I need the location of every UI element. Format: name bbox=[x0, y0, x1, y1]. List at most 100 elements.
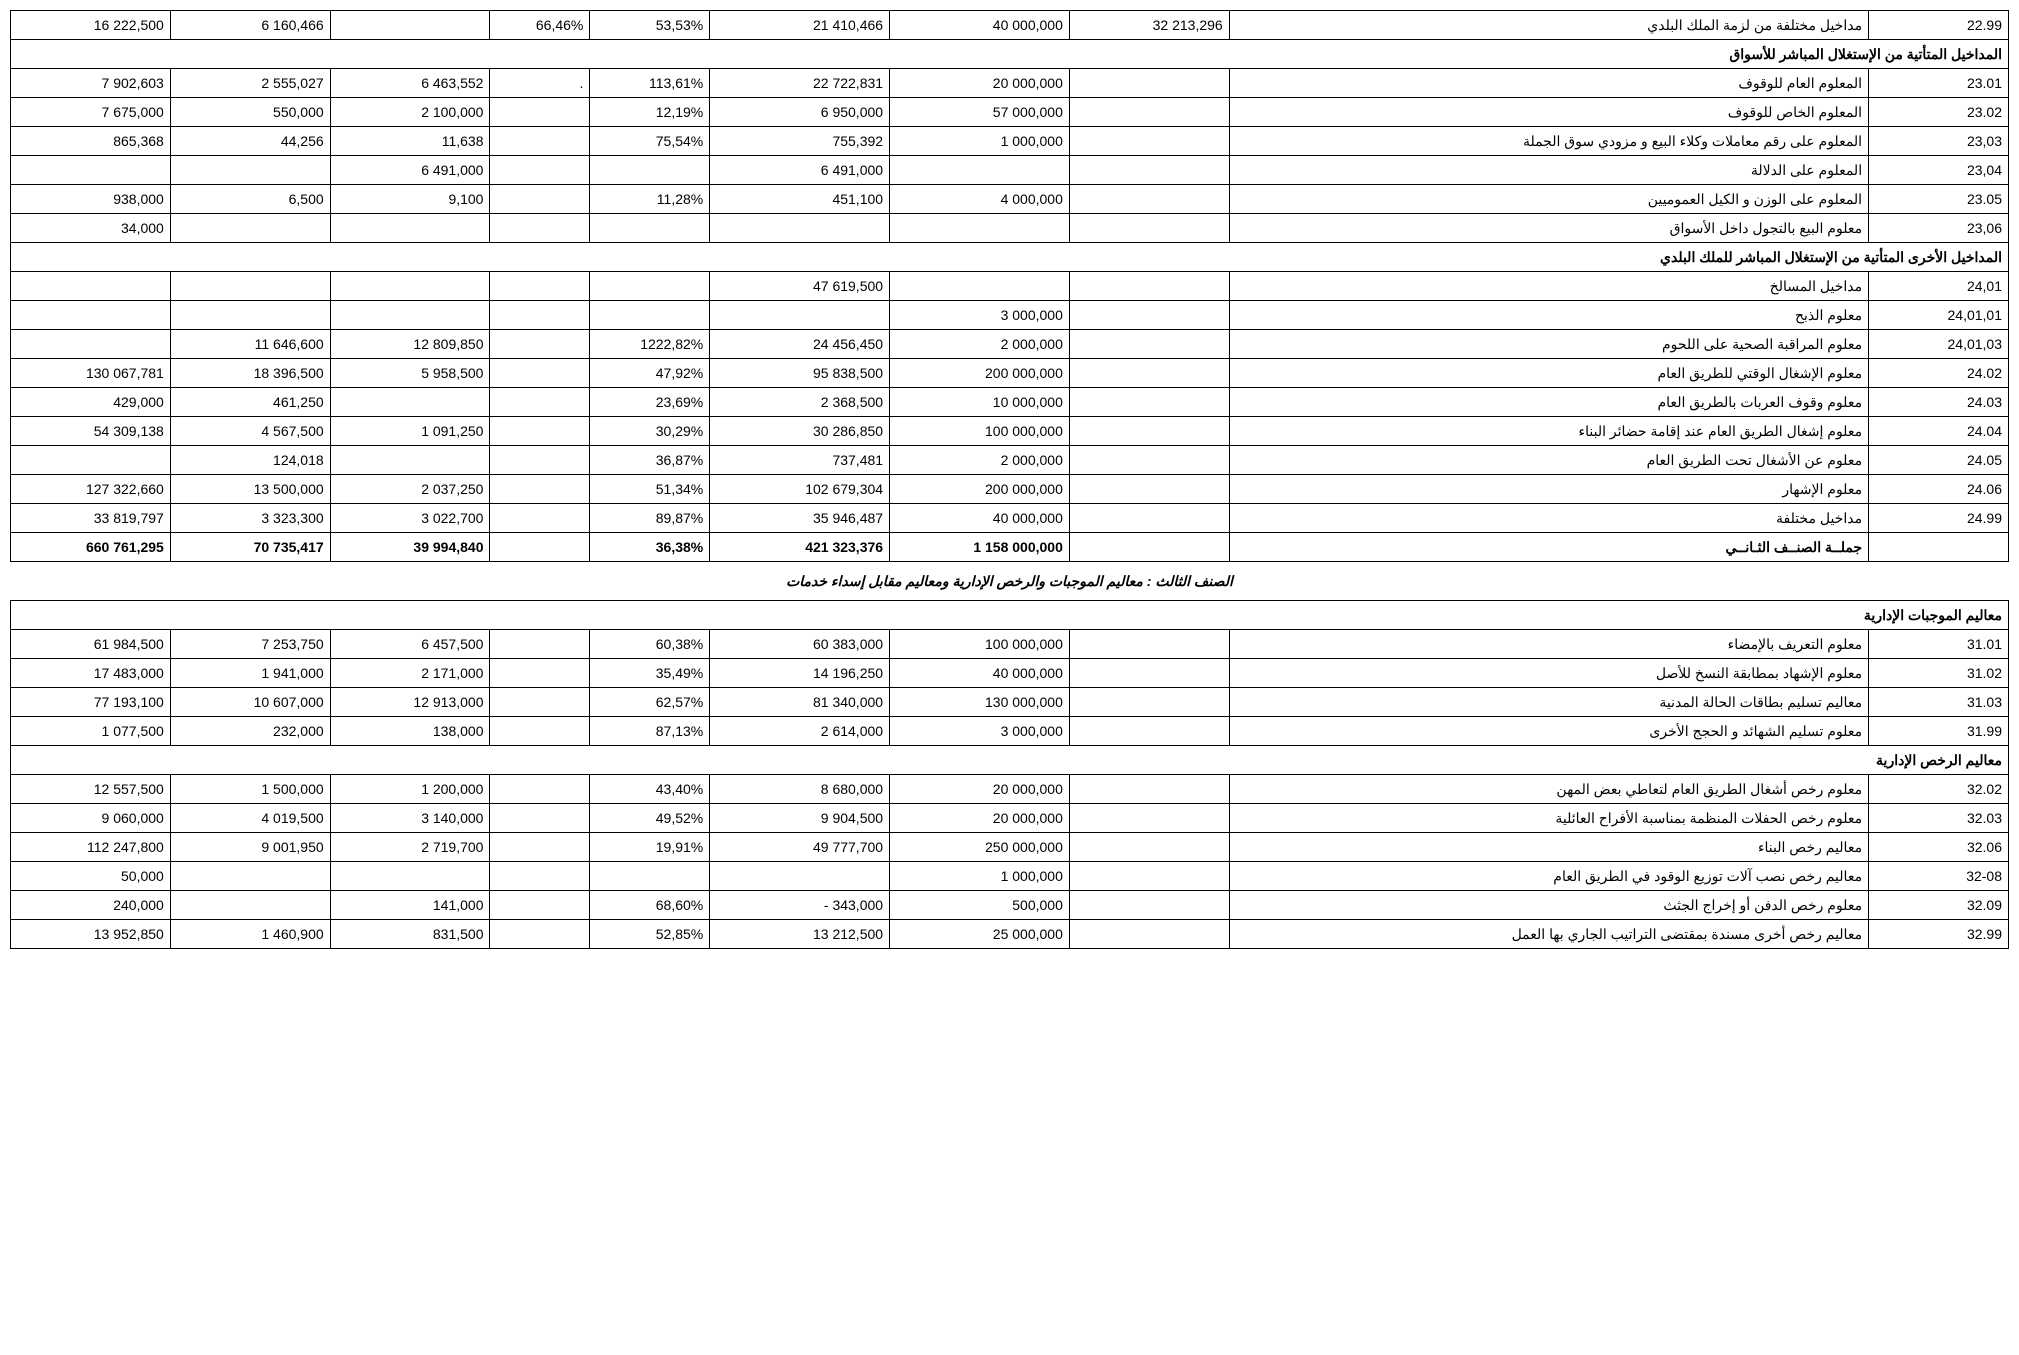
row-label: معلوم الذبح bbox=[1229, 301, 1868, 330]
cell-value: 81 340,000 bbox=[710, 688, 890, 717]
cell-value: 6 491,000 bbox=[330, 156, 490, 185]
cell-value: 11,638 bbox=[330, 127, 490, 156]
cell-value: 6 950,000 bbox=[710, 98, 890, 127]
row-code: 24.04 bbox=[1869, 417, 2009, 446]
row-code: 24.06 bbox=[1869, 475, 2009, 504]
cell-value bbox=[1069, 920, 1229, 949]
cell-value: 660 761,295 bbox=[11, 533, 171, 562]
row-label: معلوم رخص أشغال الطريق العام لتعاطي بعض … bbox=[1229, 775, 1868, 804]
cell-value bbox=[1069, 185, 1229, 214]
row-label: معلوم الإشهاد بمطابقة النسخ للأصل bbox=[1229, 659, 1868, 688]
cell-value: . bbox=[490, 69, 590, 98]
cell-value: 2 614,000 bbox=[710, 717, 890, 746]
cell-value: 30,29% bbox=[590, 417, 710, 446]
row-code: 23,03 bbox=[1869, 127, 2009, 156]
row-label: معلوم عن الأشغال تحت الطريق العام bbox=[1229, 446, 1868, 475]
cell-value: 11,28% bbox=[590, 185, 710, 214]
row-code: 23.01 bbox=[1869, 69, 2009, 98]
cell-value bbox=[490, 920, 590, 949]
cell-value bbox=[490, 127, 590, 156]
cell-value bbox=[490, 833, 590, 862]
cell-value bbox=[11, 272, 171, 301]
table-row: 429,000461,25023,69%2 368,50010 000,000م… bbox=[11, 388, 2009, 417]
table-row: 17 483,0001 941,0002 171,00035,49%14 196… bbox=[11, 659, 2009, 688]
table-row: 865,36844,25611,63875,54%755,3921 000,00… bbox=[11, 127, 2009, 156]
row-code: 24,01,03 bbox=[1869, 330, 2009, 359]
row-code: 24,01 bbox=[1869, 272, 2009, 301]
cell-value: 20 000,000 bbox=[890, 69, 1070, 98]
cell-value bbox=[710, 862, 890, 891]
cell-value bbox=[1069, 446, 1229, 475]
row-code: 23,04 bbox=[1869, 156, 2009, 185]
table-row: معاليم الموجبات الإدارية bbox=[11, 601, 2009, 630]
row-label: معاليم رخص نصب آلات توزيع الوقود في الطر… bbox=[1229, 862, 1868, 891]
cell-value bbox=[1069, 127, 1229, 156]
cell-value bbox=[590, 862, 710, 891]
row-code: 31.02 bbox=[1869, 659, 2009, 688]
table-row: الصنف الثالث : معاليم الموجبات والرخص ال… bbox=[11, 562, 2009, 601]
cell-value: 113,61% bbox=[590, 69, 710, 98]
row-label: معلوم الإشهار bbox=[1229, 475, 1868, 504]
cell-value: 4 000,000 bbox=[890, 185, 1070, 214]
row-label: معلوم البيع بالتجول داخل الأسواق bbox=[1229, 214, 1868, 243]
section-header: المداخيل المتأتية من الإستغلال المباشر ل… bbox=[11, 40, 2009, 69]
cell-value: 9 904,500 bbox=[710, 804, 890, 833]
cell-value bbox=[490, 717, 590, 746]
cell-value: 1 158 000,000 bbox=[890, 533, 1070, 562]
table-row: 7 675,000550,0002 100,00012,19%6 950,000… bbox=[11, 98, 2009, 127]
cell-value: 5 958,500 bbox=[330, 359, 490, 388]
cell-value: 240,000 bbox=[11, 891, 171, 920]
table-row: المداخيل المتأتية من الإستغلال المباشر ل… bbox=[11, 40, 2009, 69]
cell-value: 461,250 bbox=[170, 388, 330, 417]
row-code: 32.03 bbox=[1869, 804, 2009, 833]
row-code: 31.99 bbox=[1869, 717, 2009, 746]
table-row: 61 984,5007 253,7506 457,50060,38%60 383… bbox=[11, 630, 2009, 659]
cell-value bbox=[490, 330, 590, 359]
cell-value bbox=[590, 272, 710, 301]
cell-value: 60 383,000 bbox=[710, 630, 890, 659]
cell-value: 865,368 bbox=[11, 127, 171, 156]
cell-value bbox=[490, 475, 590, 504]
cell-value: 2 555,027 bbox=[170, 69, 330, 98]
cell-value: 1 500,000 bbox=[170, 775, 330, 804]
cell-value bbox=[1069, 214, 1229, 243]
cell-value: 60,38% bbox=[590, 630, 710, 659]
table-row: 16 222,5006 160,46666,46%53,53%21 410,46… bbox=[11, 11, 2009, 40]
cell-value bbox=[330, 862, 490, 891]
row-label: معلوم رخص الدفن أو إخراج الجثث bbox=[1229, 891, 1868, 920]
row-label: المعلوم على رقم معاملات وكلاء البيع و مز… bbox=[1229, 127, 1868, 156]
cell-value bbox=[170, 862, 330, 891]
cell-value bbox=[490, 804, 590, 833]
cell-value: 14 196,250 bbox=[710, 659, 890, 688]
cell-value bbox=[490, 301, 590, 330]
row-code: 32.02 bbox=[1869, 775, 2009, 804]
cell-value: 1 000,000 bbox=[890, 127, 1070, 156]
cell-value: 53,53% bbox=[590, 11, 710, 40]
table-row: 12 557,5001 500,0001 200,00043,40%8 680,… bbox=[11, 775, 2009, 804]
cell-value bbox=[170, 891, 330, 920]
cell-value: 130 000,000 bbox=[890, 688, 1070, 717]
row-label: معلوم التعريف بالإمضاء bbox=[1229, 630, 1868, 659]
table-row: 124,01836,87%737,4812 000,000معلوم عن ال… bbox=[11, 446, 2009, 475]
cell-value bbox=[710, 214, 890, 243]
cell-value bbox=[490, 446, 590, 475]
cell-value bbox=[590, 156, 710, 185]
cell-value: 3 323,300 bbox=[170, 504, 330, 533]
row-code: 32.06 bbox=[1869, 833, 2009, 862]
cell-value bbox=[590, 214, 710, 243]
cell-value: 19,91% bbox=[590, 833, 710, 862]
cell-value: 9,100 bbox=[330, 185, 490, 214]
row-label: المعلوم على الدلالة bbox=[1229, 156, 1868, 185]
row-code bbox=[1869, 533, 2009, 562]
cell-value bbox=[170, 272, 330, 301]
row-code: 23.05 bbox=[1869, 185, 2009, 214]
cell-value bbox=[1069, 359, 1229, 388]
cell-value: 4 019,500 bbox=[170, 804, 330, 833]
table-row: 660 761,29570 735,41739 994,84036,38%421… bbox=[11, 533, 2009, 562]
row-label: معلوم الإشغال الوقتي للطريق العام bbox=[1229, 359, 1868, 388]
cell-value: 10 607,000 bbox=[170, 688, 330, 717]
cell-value: 2 368,500 bbox=[710, 388, 890, 417]
row-label: مداخيل مختلفة من لزمة الملك البلدي bbox=[1229, 11, 1868, 40]
cell-value: 21 410,466 bbox=[710, 11, 890, 40]
cell-value: 737,481 bbox=[710, 446, 890, 475]
